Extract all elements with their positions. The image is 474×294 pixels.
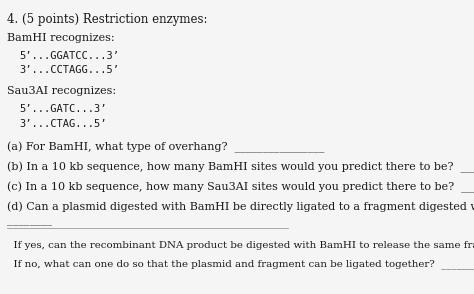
Text: (c) In a 10 kb sequence, how many Sau3AI sites would you predict there to be?  _: (c) In a 10 kb sequence, how many Sau3AI… bbox=[7, 182, 474, 193]
Text: (b) In a 10 kb sequence, how many BamHI sites would you predict there to be?  __: (b) In a 10 kb sequence, how many BamHI … bbox=[7, 162, 474, 173]
Text: 3’...CCTAGG...5’: 3’...CCTAGG...5’ bbox=[19, 66, 119, 76]
Text: If no, what can one do so that the plasmid and fragment can be ligated together?: If no, what can one do so that the plasm… bbox=[7, 259, 474, 269]
Text: 3’...CTAG...5’: 3’...CTAG...5’ bbox=[19, 119, 107, 129]
Text: BamHI recognizes:: BamHI recognizes: bbox=[7, 33, 115, 43]
Text: 5’...GGATCC...3’: 5’...GGATCC...3’ bbox=[19, 51, 119, 61]
Text: If yes, can the recombinant DNA product be digested with BamHI to release the sa: If yes, can the recombinant DNA product … bbox=[7, 240, 474, 250]
Text: 5’...GATC...3’: 5’...GATC...3’ bbox=[19, 104, 107, 114]
Text: (a) For BamHI, what type of overhang?  ________________: (a) For BamHI, what type of overhang? __… bbox=[7, 142, 325, 153]
Text: 4. (5 points) Restriction enzymes:: 4. (5 points) Restriction enzymes: bbox=[7, 13, 208, 26]
Text: (d) Can a plasmid digested with BamHI be directly ligated to a fragment digested: (d) Can a plasmid digested with BamHI be… bbox=[7, 202, 474, 212]
Text: Sau3AI recognizes:: Sau3AI recognizes: bbox=[7, 86, 116, 96]
Text: ________: ________ bbox=[7, 216, 52, 226]
